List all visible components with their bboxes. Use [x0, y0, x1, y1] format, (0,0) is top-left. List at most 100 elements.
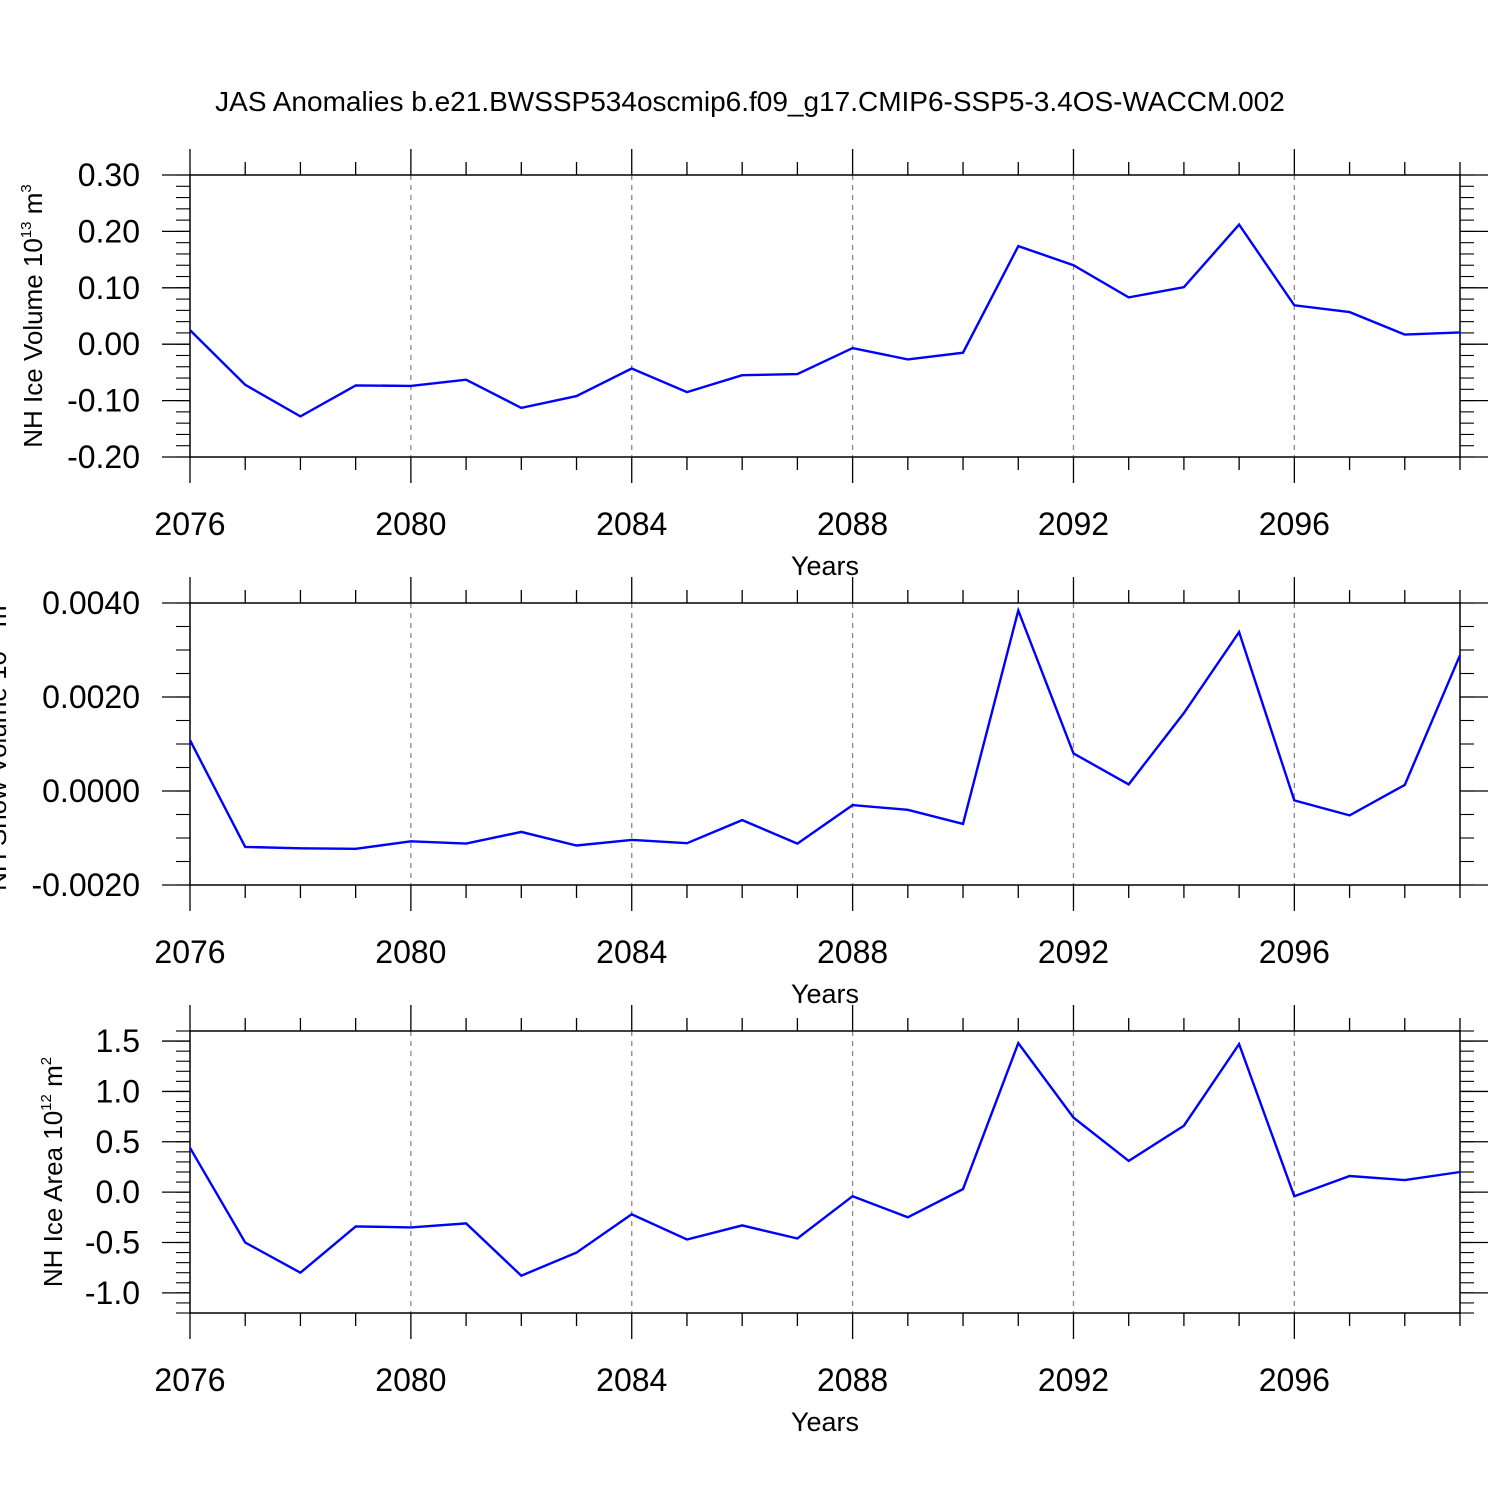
data-point: [1349, 814, 1351, 816]
data-point: [355, 848, 357, 850]
data-point: [189, 739, 191, 741]
data-point: [520, 831, 522, 833]
x-tick-label: 2088: [817, 506, 888, 542]
y-tick-label: 0.00: [78, 326, 140, 362]
data-point: [1404, 334, 1406, 336]
data-point: [1017, 1042, 1019, 1044]
data-point: [520, 407, 522, 409]
data-point: [189, 329, 191, 331]
y-tick-label: 0.0040: [42, 585, 140, 621]
data-point: [1238, 631, 1240, 633]
data-point: [410, 385, 412, 387]
data-point: [1404, 1179, 1406, 1181]
data-point: [1072, 752, 1074, 754]
y-tick-label: -0.10: [67, 383, 140, 419]
panel-2: -0.0020 0.0000 0.0020 0.0040 2076 2080 2084 208…: [0, 577, 1488, 1009]
data-point: [1349, 311, 1351, 313]
data-point: [1349, 1175, 1351, 1177]
y-tick-label: 0.20: [78, 213, 140, 249]
data-point: [299, 415, 301, 417]
data-point: [852, 1195, 854, 1197]
data-point: [1183, 712, 1185, 714]
data-point: [741, 819, 743, 821]
x-tick-label: 2092: [1038, 934, 1109, 970]
y-tick-label: 0.10: [78, 270, 140, 306]
data-point: [686, 842, 688, 844]
y-tick-label: 0.0000: [42, 773, 140, 809]
data-point: [355, 1225, 357, 1227]
x-tick-label: 2080: [375, 1362, 446, 1398]
x-tick-label: 2096: [1259, 934, 1330, 970]
y-tick-label: -0.5: [85, 1225, 140, 1261]
data-point: [1128, 296, 1130, 298]
plot-frame: [189, 174, 1461, 458]
data-point: [962, 823, 964, 825]
data-point: [244, 1242, 246, 1243]
x-tick-label: 2084: [596, 506, 667, 542]
data-point: [1293, 1195, 1295, 1197]
data-point: [962, 352, 964, 354]
data-point: [1183, 1125, 1185, 1127]
data-point: [1293, 799, 1295, 801]
data-point: [741, 1224, 743, 1226]
data-point: [299, 847, 301, 849]
y-axis-title: NH Ice Volume 1013 m3: [18, 184, 48, 447]
data-point: [796, 843, 798, 845]
data-point: [576, 845, 578, 847]
data-point: [299, 1272, 301, 1274]
data-point: [189, 1147, 191, 1149]
x-tick-label: 2096: [1259, 506, 1330, 542]
data-point: [1128, 783, 1130, 785]
data-point: [741, 374, 743, 376]
panel-3: -1.0 -0.5 0.0 0.5 1.0 1.5 2076 2080 2084 2088 2092…: [38, 1005, 1488, 1437]
data-point: [796, 1237, 798, 1239]
data-point: [355, 384, 357, 386]
y-tick-label: -0.0020: [31, 867, 140, 903]
data-point: [686, 1238, 688, 1240]
x-tick-label: 2088: [817, 934, 888, 970]
y-tick-label: 0.5: [96, 1124, 140, 1160]
data-point: [1183, 286, 1185, 288]
data-point: [1459, 1171, 1461, 1173]
data-point: [1238, 1043, 1240, 1045]
data-point: [465, 843, 467, 845]
data-point: [1459, 654, 1461, 656]
data-point: [1459, 331, 1461, 333]
y-tick-label: 0.30: [78, 157, 140, 193]
data-point: [631, 367, 633, 369]
x-tick-label: 2076: [154, 1362, 225, 1398]
data-point: [1072, 264, 1074, 266]
data-point: [631, 1213, 633, 1215]
y-tick-label: -0.20: [67, 439, 140, 475]
x-tick-label: 2092: [1038, 1362, 1109, 1398]
y-tick-label: 1.0: [96, 1073, 140, 1109]
data-point: [907, 358, 909, 360]
x-tick-label: 2076: [154, 506, 225, 542]
data-point: [1017, 610, 1019, 612]
series-line: [188, 1040, 1461, 1278]
x-tick-label: 2096: [1259, 1362, 1330, 1398]
data-point: [1128, 1160, 1130, 1162]
x-tick-label: 2084: [596, 934, 667, 970]
data-point: [686, 391, 688, 393]
y-tick-label: 0.0020: [42, 679, 140, 715]
data-point: [1404, 784, 1406, 786]
data-point: [852, 347, 854, 349]
x-tick-label: 2076: [154, 934, 225, 970]
data-point: [244, 384, 246, 386]
data-point: [576, 1252, 578, 1254]
x-tick-label: 2080: [375, 934, 446, 970]
data-point: [1238, 224, 1240, 226]
data-point: [962, 1188, 964, 1190]
series-line: [189, 222, 1461, 418]
x-axis-title: Years: [791, 551, 859, 581]
data-point: [1293, 304, 1295, 306]
data-point: [907, 1216, 909, 1218]
data-point: [410, 1226, 412, 1228]
chart-title: JAS Anomalies b.e21.BWSSP534oscmip6.f09_…: [215, 86, 1285, 117]
x-axis-title: Years: [791, 1407, 859, 1437]
data-point: [852, 804, 854, 806]
data-point: [465, 1222, 467, 1224]
x-tick-label: 2088: [817, 1362, 888, 1398]
